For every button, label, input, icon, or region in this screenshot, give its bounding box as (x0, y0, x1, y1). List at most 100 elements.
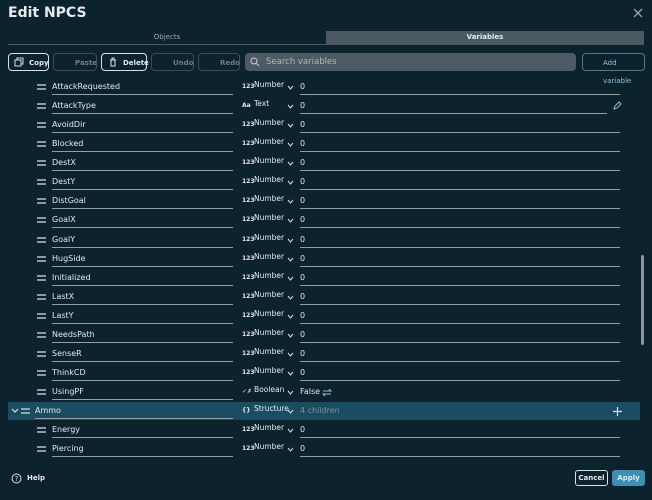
variable-type[interactable]: Number (254, 270, 285, 280)
value-underline (300, 380, 620, 382)
variable-type[interactable]: Text (254, 99, 270, 109)
value-underline (300, 151, 620, 153)
name-underline (52, 360, 233, 362)
name-underline (52, 132, 233, 134)
add-variable-label: Add variable (603, 59, 632, 85)
apply-button[interactable]: Apply (612, 470, 645, 486)
drag-handle (37, 332, 46, 338)
variable-name: GoalY (52, 234, 76, 244)
variable-type[interactable]: Number (254, 118, 285, 128)
variable-type[interactable]: Number (254, 327, 285, 337)
delete-button[interactable]: Delete (101, 53, 149, 71)
value-underline (300, 265, 620, 267)
drag-handle (37, 103, 46, 109)
value-underline (300, 170, 620, 172)
tab-objects[interactable]: Objects (153, 33, 181, 41)
variable-value[interactable]: 0 (300, 253, 306, 263)
variable-type[interactable]: Number (254, 213, 285, 223)
variable-value[interactable]: 0 (300, 329, 306, 339)
variable-value[interactable]: 0 (300, 158, 306, 168)
variable-value[interactable]: 0 (300, 82, 306, 91)
variable-value[interactable]: 0 (300, 272, 306, 282)
variable-name: DestX (52, 158, 76, 168)
variable-value[interactable]: 0 (300, 120, 306, 130)
variable-value[interactable]: 0 (300, 139, 306, 149)
variable-type[interactable]: Number (254, 442, 285, 452)
drag-handle (37, 294, 46, 300)
type-icon: 123 (242, 121, 255, 129)
value-underline (300, 246, 620, 248)
variable-value[interactable]: False (300, 387, 321, 397)
help-icon: ? (11, 473, 22, 484)
redo-button[interactable]: Redo (198, 53, 240, 71)
variable-value[interactable]: 0 (300, 177, 306, 187)
type-icon: 123 (242, 254, 255, 262)
value-underline (300, 456, 620, 458)
name-underline (52, 94, 233, 95)
close-button[interactable] (633, 8, 643, 18)
copy-icon (14, 57, 24, 67)
copy-label: Copy (29, 59, 49, 67)
add-variable-button[interactable]: Add variable (582, 53, 645, 85)
variable-name: Blocked (52, 139, 84, 149)
variable-name: Initialized (52, 272, 91, 282)
type-chevron (287, 257, 294, 262)
variable-type[interactable]: Number (254, 156, 285, 166)
help-link[interactable]: Help (27, 474, 46, 482)
variable-name: AvoidDir (52, 120, 86, 130)
variable-value[interactable]: 0 (300, 234, 306, 244)
variable-value[interactable]: 0 (300, 425, 306, 435)
toggle-icon (322, 388, 332, 397)
variable-type[interactable]: Number (254, 366, 285, 376)
value-underline (300, 322, 620, 324)
edit-icon (613, 101, 622, 110)
variable-value[interactable]: 0 (300, 368, 306, 378)
type-chevron (287, 85, 294, 90)
variable-type[interactable]: Number (254, 289, 285, 299)
variable-name: Energy (52, 425, 81, 435)
variable-type[interactable]: Number (254, 175, 285, 185)
name-underline (52, 170, 233, 172)
variable-type[interactable]: Number (254, 194, 285, 204)
drag-handle (37, 122, 46, 128)
drag-handle (37, 370, 46, 376)
variable-value[interactable]: 0 (300, 101, 306, 111)
variable-type[interactable]: Number (254, 346, 285, 356)
variable-type[interactable]: Number (254, 232, 285, 242)
variable-type[interactable]: Boolean (254, 385, 285, 395)
variable-value[interactable]: 0 (300, 215, 306, 225)
variable-value[interactable]: 0 (300, 444, 306, 454)
variable-type[interactable]: Number (254, 251, 285, 261)
variable-value[interactable]: 0 (300, 196, 306, 206)
row-highlight (8, 402, 640, 421)
type-icon: 123 (242, 159, 255, 167)
variable-type[interactable]: Number (254, 137, 285, 147)
value-underline (300, 284, 620, 286)
delete-label: Delete (123, 59, 149, 67)
type-chevron (287, 161, 294, 167)
variable-name: ThinkCD (52, 368, 86, 378)
copy-button[interactable]: Copy (8, 53, 49, 71)
search-field[interactable]: Search variables (245, 53, 576, 71)
variable-type[interactable]: Number (254, 80, 285, 89)
undo-button[interactable]: Undo (151, 53, 194, 71)
type-icon: 123 (242, 292, 255, 300)
drag-handle (37, 217, 46, 224)
variable-type[interactable]: Structure (254, 404, 289, 414)
paste-label: Paste (75, 59, 97, 67)
variable-type[interactable]: Number (254, 308, 285, 318)
type-chevron (287, 238, 294, 243)
type-icon: 123 (242, 369, 255, 377)
type-chevron (287, 123, 294, 128)
tab-variables[interactable]: Variables (326, 31, 644, 44)
variable-value[interactable]: 0 (300, 291, 306, 301)
name-underline (52, 380, 233, 382)
name-underline (52, 303, 233, 305)
variable-value[interactable]: 0 (300, 348, 306, 358)
type-chevron (287, 390, 294, 395)
cancel-button[interactable]: Cancel (575, 470, 608, 486)
type-icon: 123 (242, 140, 255, 148)
paste-button[interactable]: Paste (53, 53, 97, 71)
variable-type[interactable]: Number (254, 423, 285, 433)
variable-value[interactable]: 0 (300, 310, 306, 320)
